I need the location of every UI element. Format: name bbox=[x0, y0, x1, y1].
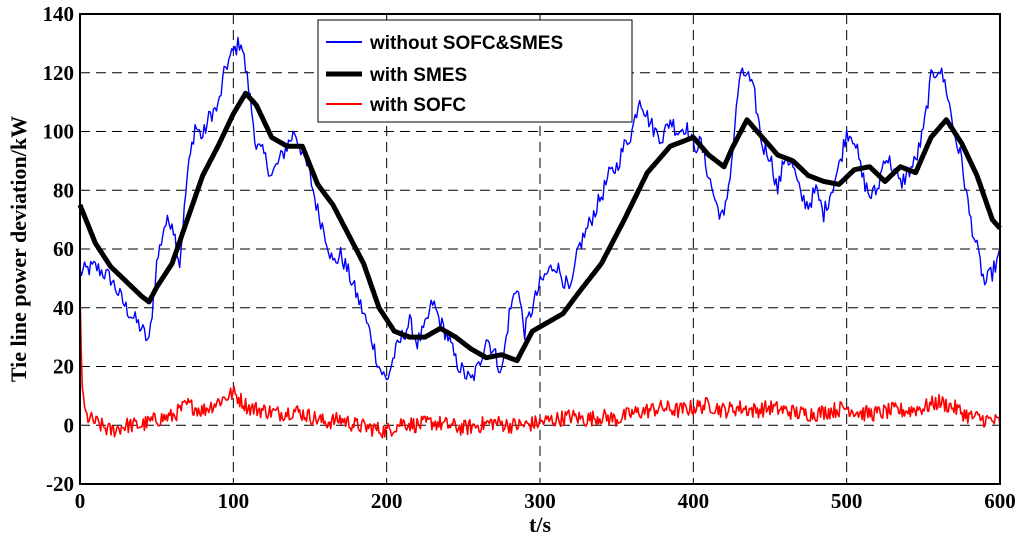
x-tick-label: 500 bbox=[831, 489, 863, 513]
y-tick-label: 40 bbox=[53, 296, 74, 320]
x-tick-label: 600 bbox=[984, 489, 1016, 513]
grid-layer bbox=[80, 14, 1000, 484]
series-layer bbox=[77, 36, 1002, 439]
legend-label-without-sofc-smes: without SOFC&SMES bbox=[369, 33, 563, 54]
legend-box bbox=[317, 19, 633, 123]
x-axis-label: t/s bbox=[529, 512, 551, 537]
series-line-without-sofc-smes bbox=[79, 36, 1001, 382]
x-tick-label: 400 bbox=[678, 489, 710, 513]
x-tick-label: 200 bbox=[371, 489, 403, 513]
y-axis-label: Tie line power deviation/kW bbox=[6, 116, 31, 382]
y-tick-label: -20 bbox=[46, 472, 74, 496]
y-tick-label: 0 bbox=[64, 413, 75, 437]
x-tick-label: 0 bbox=[75, 489, 86, 513]
legend-label-with-smes: with SMES bbox=[369, 65, 467, 86]
y-tick-label: 100 bbox=[43, 120, 75, 144]
legend: without SOFC&SMES with SMES with SOFC bbox=[317, 19, 633, 123]
y-tick-label: 120 bbox=[43, 61, 75, 85]
legend-label-with-sofc: with SOFC bbox=[369, 95, 466, 116]
series-line-with-smes bbox=[77, 90, 1002, 364]
series-line-with-sofc bbox=[79, 290, 1001, 439]
x-tick-label: 100 bbox=[218, 489, 250, 513]
x-tick-label: 300 bbox=[524, 489, 556, 513]
y-tick-label: 140 bbox=[43, 2, 75, 26]
y-tick-label: 20 bbox=[53, 355, 74, 379]
y-tick-label: 60 bbox=[53, 237, 74, 261]
y-tick-label: 80 bbox=[53, 178, 74, 202]
plot-frame bbox=[79, 13, 1001, 485]
